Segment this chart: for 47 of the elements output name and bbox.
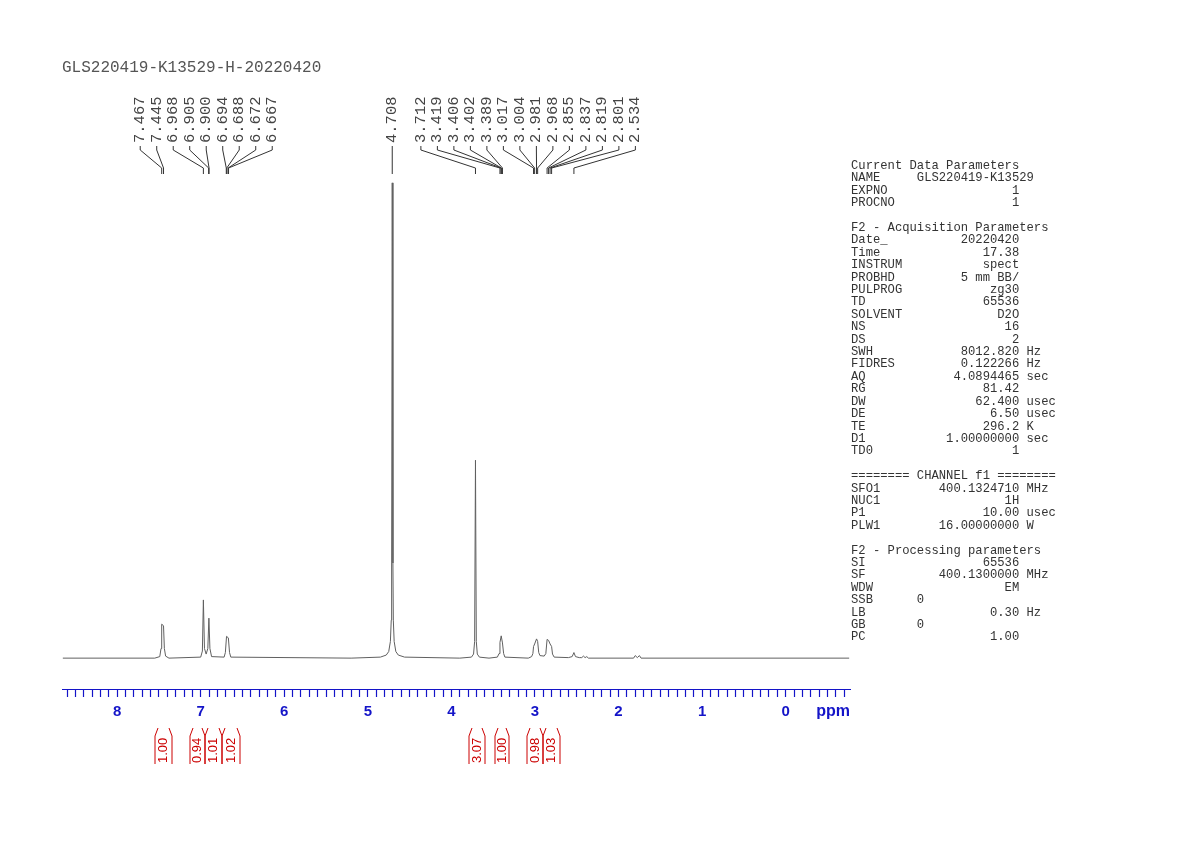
text: 0.98 bbox=[526, 737, 542, 763]
x-tick-label: 2 bbox=[614, 702, 623, 720]
annotation: 6.968 bbox=[164, 96, 183, 143]
x-tick-label: 0 bbox=[781, 702, 790, 720]
text: Current Data Parameters NAME GLS220419-K13529 EXPNO 1 PROCNO 1 bbox=[851, 159, 1035, 211]
annotation: 7.467 bbox=[131, 96, 150, 143]
text: 1.03 bbox=[543, 737, 559, 763]
annotation: 3.017 bbox=[494, 96, 513, 143]
annotation: 6.667 bbox=[263, 96, 282, 143]
text: 3.07 bbox=[468, 737, 484, 763]
annotation: 3.712 bbox=[412, 96, 430, 143]
text: ======== CHANNEL f1 ======== SFO1 400.1324710 MHz NUC1 1H P1 10.00 usec PLW1 16.00000000 W bbox=[851, 469, 1056, 533]
chart-title: GLS220419-K13529-H-20220420 bbox=[62, 59, 322, 77]
annotation: 2.968 bbox=[544, 96, 562, 143]
x-tick-label: 4 bbox=[447, 702, 457, 720]
annotation: 2.534 bbox=[626, 96, 645, 143]
annotation: 2.837 bbox=[577, 96, 595, 143]
x-tick-label: 7 bbox=[196, 702, 205, 720]
annotation: 2.855 bbox=[560, 96, 579, 143]
x-tick-label: 8 bbox=[112, 702, 122, 720]
text: 0.94 bbox=[189, 737, 205, 763]
x-tick-label: 5 bbox=[363, 702, 373, 720]
annotation: 2.801 bbox=[610, 96, 628, 143]
text: F2 - Processing parameters SI 65536 SF 400.1300000 MHz WDW EM SSB 0 LB 0.30 Hz GB 0 PC 1.00 bbox=[851, 543, 1050, 645]
annotation: 3.406 bbox=[445, 96, 463, 143]
annotation: 2.819 bbox=[593, 96, 612, 143]
annotation: 4.708 bbox=[383, 96, 402, 143]
annotation: 3.389 bbox=[478, 96, 496, 143]
annotation: 3.004 bbox=[511, 96, 529, 143]
text: 1.00 bbox=[155, 737, 171, 763]
x-tick-label: 6 bbox=[280, 702, 289, 720]
x-tick-label: 3 bbox=[530, 702, 540, 720]
annotation: 3.402 bbox=[461, 96, 480, 143]
annotation: 2.981 bbox=[527, 96, 546, 143]
text: 1.01 bbox=[205, 737, 221, 763]
annotation: 6.672 bbox=[246, 96, 265, 143]
annotation: 3.419 bbox=[428, 96, 447, 143]
text: F2 - Acquisition Parameters Date_ 20220420 Time 17.38 INSTRUM spect PROBHD 5 mm BB/ PULPROG zg30 TD 65536 SOLVENT D2O NS 16 DS 2 SWH 8012.820 Hz FIDRES 0.122266 Hz AQ 4.0894465 sec RG 81.42 DW 62.400 usec DE 6.50 usec TE 296.2 K D1 1.00000000 sec TD0 1 bbox=[851, 221, 1056, 459]
annotation: 6.900 bbox=[197, 96, 216, 143]
x-tick-label: 1 bbox=[697, 702, 707, 720]
x-axis-title: ppm bbox=[816, 701, 850, 719]
text: 1.02 bbox=[222, 737, 238, 763]
annotation: 6.694 bbox=[213, 96, 232, 143]
annotation: 6.688 bbox=[230, 96, 249, 143]
annotation: 6.905 bbox=[180, 96, 199, 143]
annotation: 7.445 bbox=[147, 96, 166, 143]
text: 1.00 bbox=[493, 737, 509, 763]
